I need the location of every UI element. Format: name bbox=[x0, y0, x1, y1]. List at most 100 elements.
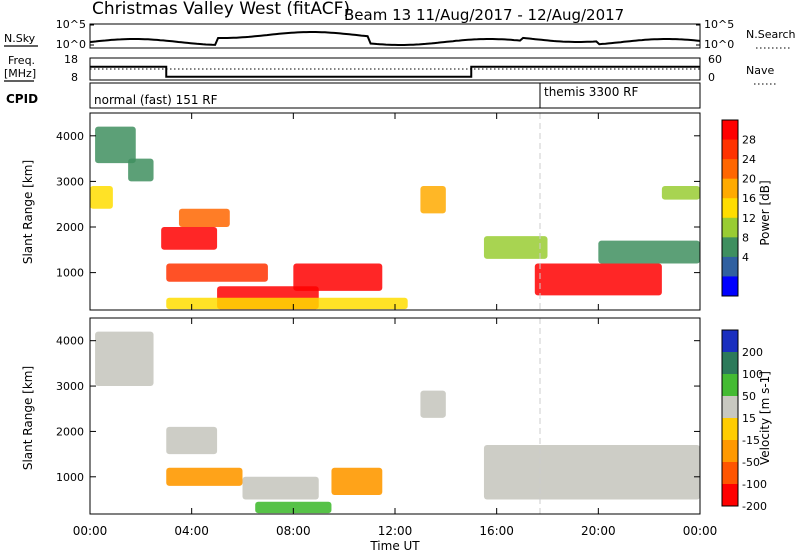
power-region-12 bbox=[598, 240, 700, 264]
cpid-mode-themis: themis 3300 RF bbox=[544, 85, 638, 99]
velocity-colorbar-swatch-5 bbox=[722, 440, 738, 463]
power-region-0 bbox=[95, 126, 136, 164]
power-colorbar-frame bbox=[721, 119, 739, 297]
velocity-region-0 bbox=[95, 331, 154, 387]
power-region-5 bbox=[166, 263, 268, 282]
power-colorbar-tick-label-5: 8 bbox=[742, 231, 749, 244]
velocity-y-tick-label-1: 3000 bbox=[56, 380, 84, 393]
power-region-3 bbox=[161, 227, 218, 250]
nave-tick-low: 0 bbox=[708, 71, 715, 84]
velocity-colorbar-swatch-0 bbox=[722, 330, 738, 353]
power-region-7 bbox=[293, 263, 383, 291]
cpid-label: CPID bbox=[6, 92, 38, 106]
x-tick-label-5: 20:00 bbox=[581, 524, 616, 538]
velocity-colorbar-swatch-7 bbox=[722, 484, 738, 507]
frequency-panel bbox=[89, 57, 701, 81]
search-label: N.Search bbox=[746, 28, 796, 41]
cpid-mode-normal: normal (fast) 151 RF bbox=[94, 93, 218, 107]
power-colorbar-swatch-4 bbox=[722, 198, 738, 219]
power-colorbar-tick-label-6: 4 bbox=[742, 251, 749, 264]
velocity-colorbar-swatch-4 bbox=[722, 418, 738, 441]
velocity-colorbar-swatch-1 bbox=[722, 352, 738, 375]
velocity-colorbar-tick-label-2: 50 bbox=[742, 390, 756, 403]
power-colorbar-tick-label-0: 28 bbox=[742, 134, 756, 147]
velocity-colorbar-swatch-3 bbox=[722, 396, 738, 419]
power-colorbar-tick-label-1: 24 bbox=[742, 153, 756, 166]
sky-noise-line bbox=[89, 31, 701, 46]
velocity-region-5 bbox=[331, 467, 383, 495]
power-colorbar-tick-label-4: 12 bbox=[742, 212, 756, 225]
velocity-region-7 bbox=[483, 445, 700, 500]
power-colorbar-tick-label-2: 20 bbox=[742, 173, 756, 186]
x-axis-label: Time UT bbox=[369, 539, 420, 553]
velocity-colorbar-tick-label-4: -15 bbox=[742, 434, 760, 447]
power-region-4 bbox=[178, 208, 230, 228]
velocity-y-tick-label-2: 2000 bbox=[56, 425, 84, 438]
x-tick-label-3: 12:00 bbox=[378, 524, 413, 538]
nave-tick-high: 60 bbox=[708, 53, 722, 66]
power-region-11 bbox=[534, 263, 662, 296]
velocity-colorbar-swatch-6 bbox=[722, 462, 738, 485]
power-y-label: Slant Range [km] bbox=[21, 160, 35, 264]
cpid-panel bbox=[89, 82, 701, 109]
plot-title-beam-date: Beam 13 11/Aug/2017 - 12/Aug/2017 bbox=[344, 6, 624, 24]
velocity-colorbar-tick-label-1: 100 bbox=[742, 368, 763, 381]
power-panel bbox=[89, 112, 701, 311]
power-region-2 bbox=[90, 185, 113, 209]
velocity-region-1 bbox=[166, 426, 218, 455]
velocity-y-ticks: 4000 3000 2000 1000 bbox=[56, 335, 700, 484]
x-axis-ticks: 00:00 04:00 08:00 12:00 16:00 20:00 00:00 bbox=[73, 113, 718, 538]
x-tick-label-6: 00:00 bbox=[683, 524, 718, 538]
power-colorbar-swatch-3 bbox=[722, 178, 738, 199]
x-tick-label-4: 16:00 bbox=[479, 524, 514, 538]
power-region-13 bbox=[661, 185, 700, 200]
power-colorbar-swatch-2 bbox=[722, 159, 738, 180]
velocity-region-4 bbox=[255, 501, 332, 514]
velocity-region-6 bbox=[420, 390, 446, 418]
power-region-1 bbox=[128, 158, 154, 182]
search-tick-high: 10^5 bbox=[704, 18, 734, 31]
velocity-y-tick-label-3: 1000 bbox=[56, 471, 84, 484]
power-region-8 bbox=[166, 297, 408, 310]
freq-tick-low: 8 bbox=[71, 71, 78, 84]
power-colorbar-swatch-0 bbox=[722, 120, 738, 141]
power-region-9 bbox=[420, 185, 446, 214]
plot-title-station: Christmas Valley West (fitACF) bbox=[92, 0, 350, 19]
power-y-tick-label-2: 2000 bbox=[56, 221, 84, 234]
power-y-tick-label-3: 1000 bbox=[56, 267, 84, 280]
power-colorbar-tick-label-3: 16 bbox=[742, 192, 756, 205]
power-colorbar-label: Power [dB] bbox=[758, 180, 772, 245]
power-y-tick-label-0: 4000 bbox=[56, 130, 84, 143]
power-y-ticks: 4000 3000 2000 1000 bbox=[56, 130, 700, 280]
velocity-colorbar-swatch-2 bbox=[722, 374, 738, 397]
sky-tick-high: 10^5 bbox=[56, 18, 86, 31]
velocity-colorbar-tick-label-3: 15 bbox=[742, 412, 756, 425]
power-colorbar-swatch-6 bbox=[722, 237, 738, 258]
power-data-regions bbox=[90, 126, 700, 310]
velocity-y-tick-label-0: 4000 bbox=[56, 335, 84, 348]
search-tick-low: 10^0 bbox=[704, 38, 734, 51]
sky-tick-low: 10^0 bbox=[56, 38, 86, 51]
frequency-line bbox=[90, 65, 700, 78]
freq-tick-high: 18 bbox=[64, 53, 78, 66]
velocity-y-label: Slant Range [km] bbox=[21, 366, 35, 470]
power-colorbar-swatch-1 bbox=[722, 139, 738, 160]
velocity-region-3 bbox=[242, 476, 319, 500]
velocity-colorbar-tick-label-7: -200 bbox=[742, 500, 767, 513]
nave-label: Nave bbox=[746, 64, 774, 77]
sky-label: N.Sky bbox=[4, 32, 36, 45]
velocity-region-2 bbox=[166, 467, 243, 486]
velocity-data-regions bbox=[95, 331, 700, 514]
velocity-colorbar: 200 100 50 15 -15 -50 -100 -200 bbox=[721, 329, 767, 513]
freq-label: Freq. bbox=[8, 54, 35, 67]
velocity-colorbar-tick-label-5: -50 bbox=[742, 456, 760, 469]
velocity-colorbar-tick-label-6: -100 bbox=[742, 478, 767, 491]
velocity-colorbar-frame bbox=[721, 329, 739, 507]
x-tick-label-2: 08:00 bbox=[276, 524, 311, 538]
velocity-panel bbox=[89, 317, 701, 515]
power-colorbar-swatch-8 bbox=[722, 276, 738, 297]
x-tick-label-1: 04:00 bbox=[174, 524, 209, 538]
sky-noise-panel bbox=[89, 23, 701, 49]
power-region-10 bbox=[483, 236, 548, 259]
